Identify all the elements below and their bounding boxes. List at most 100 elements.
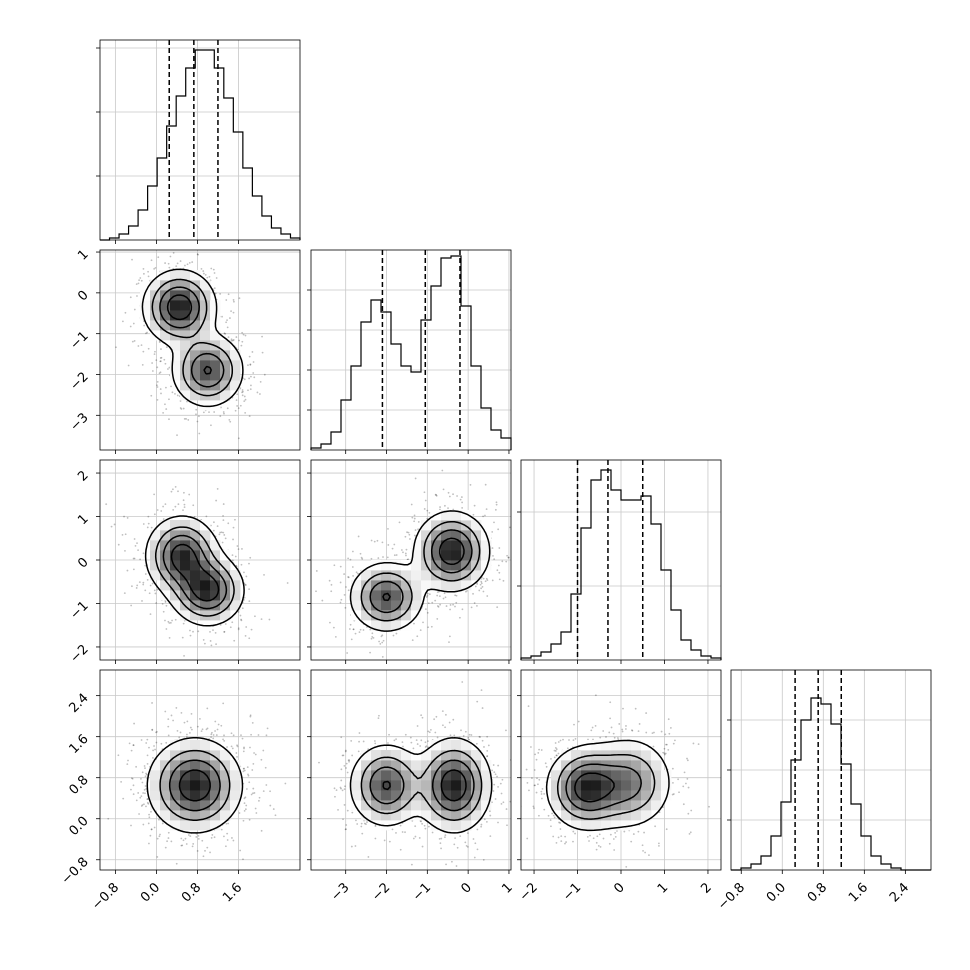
scatter-point bbox=[167, 368, 169, 370]
scatter-point bbox=[480, 823, 483, 826]
density-cell bbox=[160, 310, 171, 321]
density-cell bbox=[180, 520, 191, 531]
scatter-point bbox=[411, 516, 414, 519]
density-cell bbox=[431, 540, 442, 551]
scatter-point bbox=[408, 533, 411, 536]
scatter-point bbox=[596, 835, 599, 838]
scatter-point bbox=[549, 819, 552, 822]
scatter-point bbox=[438, 595, 441, 598]
scatter-point bbox=[480, 587, 483, 590]
scatter-point bbox=[232, 526, 235, 529]
density-cell bbox=[651, 760, 662, 771]
scatter-point bbox=[146, 798, 149, 800]
density-cell bbox=[170, 310, 181, 321]
density-cell bbox=[451, 530, 462, 541]
scatter-point bbox=[182, 407, 185, 410]
density-cell bbox=[361, 590, 372, 601]
scatter-point bbox=[476, 604, 478, 607]
density-cell bbox=[421, 760, 432, 771]
density-cell bbox=[160, 280, 171, 291]
scatter-point bbox=[243, 596, 246, 599]
density-cell bbox=[451, 810, 462, 821]
scatter-point bbox=[387, 527, 389, 530]
scatter-point bbox=[164, 262, 167, 264]
scatter-point bbox=[229, 626, 232, 629]
scatter-point bbox=[236, 405, 239, 407]
scatter-point bbox=[363, 822, 366, 825]
scatter-point bbox=[497, 764, 500, 767]
scatter-point bbox=[345, 824, 348, 826]
scatter-point bbox=[564, 842, 566, 845]
scatter-point bbox=[373, 540, 376, 543]
scatter-point bbox=[137, 792, 140, 794]
scatter-point bbox=[147, 275, 150, 278]
density-cell bbox=[361, 780, 372, 791]
y-tick-label: −1 bbox=[67, 599, 91, 623]
scatter-point bbox=[137, 549, 139, 552]
scatter-point bbox=[333, 787, 336, 790]
scatter-point bbox=[133, 538, 136, 540]
density-cell bbox=[220, 340, 231, 351]
scatter-point bbox=[371, 635, 374, 638]
density-cell bbox=[471, 780, 482, 791]
scatter-point bbox=[486, 735, 489, 738]
scatter-point bbox=[433, 718, 436, 721]
scatter-point bbox=[183, 491, 185, 494]
scatter-point bbox=[241, 548, 243, 550]
scatter-point bbox=[147, 270, 149, 273]
density-cell bbox=[200, 600, 211, 611]
scatter-point bbox=[151, 370, 154, 372]
scatter-point bbox=[496, 606, 499, 609]
scatter-point bbox=[411, 639, 414, 642]
scatter-point bbox=[253, 376, 256, 379]
scatter-point bbox=[401, 831, 404, 833]
scatter-point bbox=[160, 348, 162, 350]
scatter-point bbox=[351, 811, 354, 814]
scatter-point bbox=[474, 842, 477, 845]
density-cell bbox=[190, 790, 201, 801]
scatter-point bbox=[455, 865, 458, 867]
scatter-point bbox=[115, 346, 117, 349]
density-cell bbox=[431, 790, 442, 801]
scatter-point bbox=[214, 631, 217, 634]
scatter-point bbox=[431, 601, 434, 604]
scatter-point bbox=[668, 732, 671, 735]
density-cell bbox=[210, 300, 221, 311]
density-cell bbox=[361, 800, 372, 811]
density-cell bbox=[601, 820, 612, 831]
scatter-point bbox=[262, 790, 265, 793]
scatter-point bbox=[430, 625, 433, 628]
scatter-point bbox=[156, 588, 159, 591]
density-cell bbox=[150, 790, 161, 801]
scatter-point bbox=[470, 606, 473, 609]
scatter-point bbox=[464, 730, 467, 733]
density-cell bbox=[581, 780, 592, 791]
scatter-point bbox=[226, 746, 228, 748]
scatter-point bbox=[153, 826, 156, 829]
scatter-point bbox=[177, 503, 180, 506]
scatter-point bbox=[475, 742, 478, 745]
scatter-point bbox=[145, 773, 148, 776]
scatter-point bbox=[427, 626, 430, 629]
scatter-point bbox=[491, 531, 494, 533]
scatter-point bbox=[172, 252, 175, 254]
density-cell bbox=[441, 800, 452, 811]
scatter-point bbox=[249, 715, 252, 718]
scatter-point bbox=[340, 736, 343, 739]
scatter-point bbox=[233, 639, 236, 642]
scatter-point bbox=[156, 837, 159, 840]
scatter-point bbox=[226, 407, 229, 410]
contour-line bbox=[170, 543, 220, 602]
scatter-point bbox=[414, 825, 417, 828]
scatter-point bbox=[687, 812, 690, 815]
scatter-point bbox=[122, 797, 125, 800]
scatter-point bbox=[645, 731, 648, 734]
scatter-point bbox=[155, 741, 158, 744]
scatter-point bbox=[497, 821, 499, 824]
scatter-point bbox=[124, 311, 127, 314]
density-cell bbox=[200, 370, 211, 381]
contour-line bbox=[141, 268, 244, 408]
density-cell bbox=[611, 780, 622, 791]
scatter-point bbox=[142, 552, 145, 555]
density-cell bbox=[160, 810, 171, 821]
